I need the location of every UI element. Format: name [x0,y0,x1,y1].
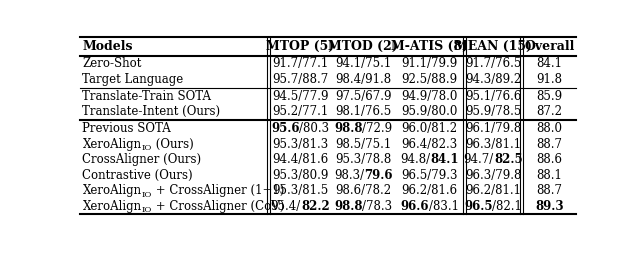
Text: XeroAlign: XeroAlign [83,138,141,151]
Text: MEAN (15): MEAN (15) [454,40,532,53]
Text: 91.1/79.9: 91.1/79.9 [401,57,458,70]
Text: Translate-Intent (Ours): Translate-Intent (Ours) [83,105,221,118]
Text: 98.8: 98.8 [334,200,362,213]
Text: Contrastive (Ours): Contrastive (Ours) [83,169,193,182]
Text: 98.4/91.8: 98.4/91.8 [335,73,391,86]
Text: MTOD (2): MTOD (2) [328,40,398,53]
Text: 96.0/81.2: 96.0/81.2 [402,122,458,135]
Text: 96.2/81.6: 96.2/81.6 [402,184,458,197]
Text: 88.6: 88.6 [536,153,563,166]
Text: 94.9/78.0: 94.9/78.0 [401,90,458,103]
Text: 95.6: 95.6 [271,122,300,135]
Text: 95.2/77.1: 95.2/77.1 [272,105,328,118]
Text: 96.4/82.3: 96.4/82.3 [401,138,458,151]
Text: 96.6: 96.6 [401,200,429,213]
Text: 91.7/76.5: 91.7/76.5 [465,57,522,70]
Text: Previous SOTA: Previous SOTA [83,122,172,135]
Text: /82.1: /82.1 [493,200,522,213]
Text: Models: Models [83,40,133,53]
Text: 87.2: 87.2 [536,105,563,118]
Text: 95.3/81.3: 95.3/81.3 [272,138,328,151]
Text: Overall: Overall [524,40,575,53]
Text: 84.1: 84.1 [536,57,563,70]
Text: MTOP (5): MTOP (5) [266,40,334,53]
Text: 94.7/: 94.7/ [464,153,494,166]
Text: M-ATIS (8): M-ATIS (8) [391,40,468,53]
Text: 96.3/81.1: 96.3/81.1 [465,138,521,151]
Text: 88.1: 88.1 [536,169,563,182]
Text: 95.7/88.7: 95.7/88.7 [272,73,328,86]
Text: 94.4/81.6: 94.4/81.6 [272,153,328,166]
Text: Target Language: Target Language [83,73,184,86]
Text: 95.9/78.5: 95.9/78.5 [465,105,522,118]
Text: 88.0: 88.0 [536,122,563,135]
Text: 88.7: 88.7 [536,184,563,197]
Text: + CrossAligner (1+1): + CrossAligner (1+1) [152,184,284,197]
Text: IO: IO [141,206,152,215]
Text: 98.5/75.1: 98.5/75.1 [335,138,391,151]
Text: 96.3/79.8: 96.3/79.8 [465,169,522,182]
Text: 95.9/80.0: 95.9/80.0 [401,105,458,118]
Text: 96.1/79.8: 96.1/79.8 [465,122,522,135]
Text: 97.5/67.9: 97.5/67.9 [335,90,392,103]
Text: 89.3: 89.3 [535,200,564,213]
Text: 91.7/77.1: 91.7/77.1 [272,57,328,70]
Text: 96.5: 96.5 [464,200,493,213]
Text: + CrossAligner (CoV): + CrossAligner (CoV) [152,200,284,213]
Text: /72.9: /72.9 [362,122,392,135]
Text: /80.3: /80.3 [300,122,330,135]
Text: 94.8/: 94.8/ [401,153,431,166]
Text: 94.1/75.1: 94.1/75.1 [335,57,391,70]
Text: CrossAligner (Ours): CrossAligner (Ours) [83,153,202,166]
Text: 88.7: 88.7 [536,138,563,151]
Text: /78.3: /78.3 [362,200,392,213]
Text: (Ours): (Ours) [152,138,194,151]
Text: IO: IO [141,191,152,199]
Text: 94.5/77.9: 94.5/77.9 [272,90,328,103]
Text: Translate-Train SOTA: Translate-Train SOTA [83,90,211,103]
Text: Zero-Shot: Zero-Shot [83,57,142,70]
Text: 94.3/89.2: 94.3/89.2 [465,73,522,86]
Text: 85.9: 85.9 [536,90,563,103]
Text: 79.6: 79.6 [364,169,392,182]
Text: 98.1/76.5: 98.1/76.5 [335,105,391,118]
Text: 91.8: 91.8 [536,73,563,86]
Text: 95.1/76.6: 95.1/76.6 [465,90,522,103]
Text: /83.1: /83.1 [429,200,459,213]
Text: 95.3/81.5: 95.3/81.5 [272,184,328,197]
Text: 82.5: 82.5 [494,153,523,166]
Text: 98.3/: 98.3/ [334,169,364,182]
Text: 96.2/81.1: 96.2/81.1 [465,184,521,197]
Text: IO: IO [141,144,152,152]
Text: 98.8: 98.8 [334,122,362,135]
Text: XeroAlign: XeroAlign [83,184,141,197]
Text: 95.3/78.8: 95.3/78.8 [335,153,391,166]
Text: 95.3/80.9: 95.3/80.9 [272,169,328,182]
Text: 82.2: 82.2 [301,200,330,213]
Text: 96.5/79.3: 96.5/79.3 [401,169,458,182]
Text: 98.6/78.2: 98.6/78.2 [335,184,391,197]
Text: XeroAlign: XeroAlign [83,200,141,213]
Text: 92.5/88.9: 92.5/88.9 [402,73,458,86]
Text: 95.4/: 95.4/ [271,200,301,213]
Text: 84.1: 84.1 [431,153,459,166]
